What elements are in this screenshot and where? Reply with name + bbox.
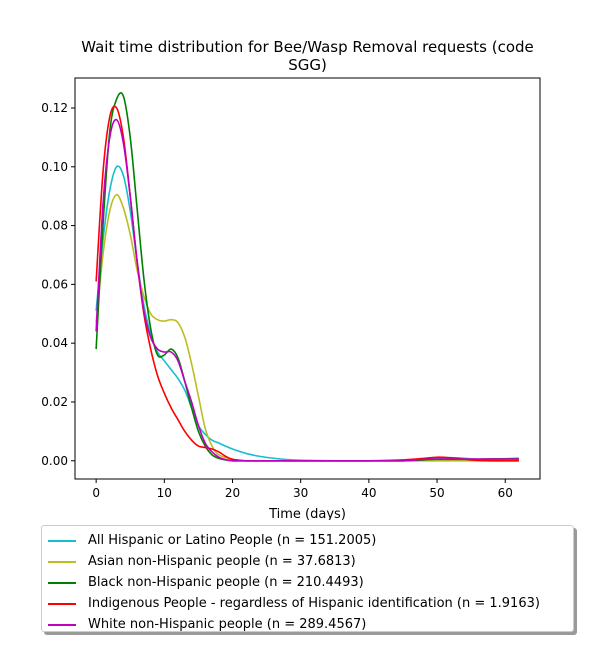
legend-label: Asian non-Hispanic people (n = 37.6813) <box>88 554 356 569</box>
legend-item: Asian non-Hispanic people (n = 37.6813) <box>42 551 573 572</box>
x-tick-label: 20 <box>225 486 240 500</box>
legend-swatch <box>48 623 76 626</box>
x-axis-ticks: 0 10 20 30 40 50 60 <box>92 479 513 500</box>
series-line-2 <box>95 92 519 462</box>
legend-swatch <box>48 539 76 542</box>
series-line-3 <box>95 105 519 462</box>
legend-label: Indigenous People - regardless of Hispan… <box>88 596 540 611</box>
y-tick-label: 0.08 <box>41 219 68 233</box>
x-tick-label: 0 <box>92 486 100 500</box>
chart-figure: Wait time distribution for Bee/Wasp Remo… <box>41 38 541 520</box>
x-tick-label: 60 <box>498 486 513 500</box>
y-axis-ticks: 0.00 0.02 0.04 0.06 0.08 0.10 0.12 <box>41 101 75 468</box>
legend-item: White non-Hispanic people (n = 289.4567) <box>42 614 573 635</box>
y-tick-label: 0.10 <box>41 160 68 174</box>
y-tick-label: 0.02 <box>41 395 68 409</box>
legend-label: White non-Hispanic people (n = 289.4567) <box>88 617 367 632</box>
y-tick-label: 0.04 <box>41 336 68 350</box>
series-line-1 <box>95 193 519 462</box>
x-tick-label: 10 <box>157 486 172 500</box>
series-line-4 <box>95 118 519 462</box>
y-tick-label: 0.12 <box>41 101 68 115</box>
x-axis-label: Time (days) <box>268 507 346 520</box>
plot-lines <box>95 92 519 462</box>
x-tick-label: 30 <box>293 486 308 500</box>
legend-item: All Hispanic or Latino People (n = 151.2… <box>42 530 573 551</box>
y-tick-label: 0.00 <box>41 454 68 468</box>
series-line-0 <box>95 165 519 462</box>
chart-title-line-2: SGG) <box>288 56 327 74</box>
axes-frame <box>74 77 541 480</box>
legend-item: Indigenous People - regardless of Hispan… <box>42 593 573 614</box>
legend-swatch <box>48 602 76 605</box>
x-tick-label: 50 <box>429 486 444 500</box>
legend-label: All Hispanic or Latino People (n = 151.2… <box>88 533 377 548</box>
chart-title-line-1: Wait time distribution for Bee/Wasp Remo… <box>81 38 534 56</box>
legend-swatch <box>48 560 76 563</box>
x-tick-label: 40 <box>361 486 376 500</box>
legend-item: Black non-Hispanic people (n = 210.4493) <box>42 572 573 593</box>
legend-label: Black non-Hispanic people (n = 210.4493) <box>88 575 364 590</box>
legend-swatch <box>48 581 76 584</box>
chart-legend: All Hispanic or Latino People (n = 151.2… <box>41 525 574 632</box>
y-tick-label: 0.06 <box>41 277 68 291</box>
